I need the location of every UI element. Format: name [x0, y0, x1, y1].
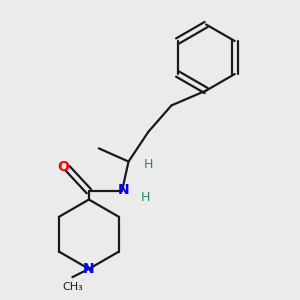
Text: CH₃: CH₃	[62, 282, 83, 292]
Text: H: H	[140, 191, 150, 204]
Text: N: N	[118, 183, 129, 196]
Text: N: N	[83, 262, 95, 276]
Text: O: O	[57, 160, 69, 173]
Text: H: H	[144, 158, 153, 171]
